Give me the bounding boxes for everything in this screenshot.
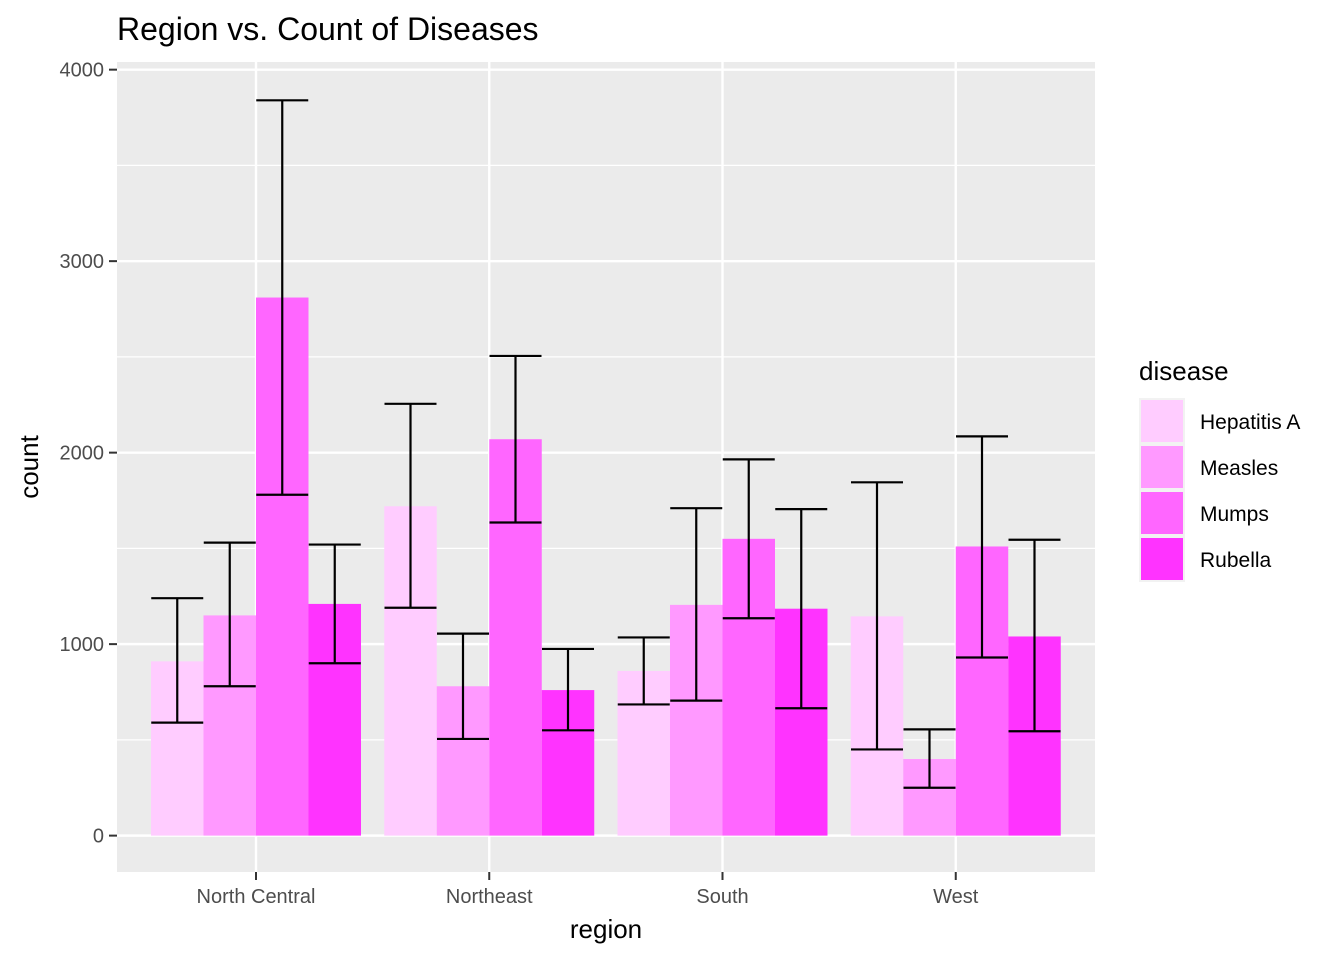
error-bar xyxy=(903,728,956,789)
error-bar xyxy=(256,99,309,496)
y-tick-label: 0 xyxy=(93,826,104,848)
legend-label: Hepatitis A xyxy=(1200,411,1300,434)
y-tick-label: 1000 xyxy=(60,634,105,656)
error-bar xyxy=(722,458,775,620)
legend-item: Mumps xyxy=(1139,490,1269,536)
error-bar xyxy=(851,481,903,751)
x-tick-label: West xyxy=(933,886,979,908)
error-bar xyxy=(384,402,437,609)
legend-item: Hepatitis A xyxy=(1139,398,1300,444)
error-bar xyxy=(542,647,594,732)
legend-swatch xyxy=(1141,538,1183,580)
legend-title: disease xyxy=(1139,356,1229,386)
y-tick-label: 4000 xyxy=(60,60,105,82)
y-tick-label: 2000 xyxy=(60,443,105,465)
legend-label: Rubella xyxy=(1200,549,1272,572)
legend-item: Rubella xyxy=(1139,536,1272,582)
chart-title: Region vs. Count of Diseases xyxy=(117,11,539,47)
error-bar xyxy=(775,508,828,710)
error-bar xyxy=(203,541,256,688)
error-bar xyxy=(308,543,361,665)
x-tick-label: South xyxy=(696,886,748,908)
legend-swatch xyxy=(1141,446,1183,488)
y-tick-label: 3000 xyxy=(60,251,105,273)
y-axis: 0 1000 2000 3000 4000 xyxy=(60,60,117,848)
error-bar xyxy=(617,636,670,706)
legend-swatch xyxy=(1141,400,1183,442)
legend: disease Hepatitis A Measles Mumps Rubella xyxy=(1139,356,1300,582)
error-bar xyxy=(956,435,1008,659)
x-tick-label: North Central xyxy=(197,886,316,908)
legend-label: Mumps xyxy=(1200,503,1269,526)
error-bar xyxy=(1008,538,1061,733)
error-bar xyxy=(670,507,723,702)
x-axis-title: region xyxy=(570,914,642,944)
y-axis-title: count xyxy=(14,434,44,498)
legend-swatch xyxy=(1141,492,1183,534)
x-tick-label: Northeast xyxy=(446,886,533,908)
x-axis: North Central Northeast South West xyxy=(197,872,979,908)
error-bar xyxy=(489,354,542,524)
error-bars xyxy=(151,99,1061,789)
bars xyxy=(151,297,1061,836)
legend-label: Measles xyxy=(1200,457,1278,480)
error-bar xyxy=(151,597,204,724)
legend-item: Measles xyxy=(1139,444,1278,490)
error-bar xyxy=(437,632,489,741)
